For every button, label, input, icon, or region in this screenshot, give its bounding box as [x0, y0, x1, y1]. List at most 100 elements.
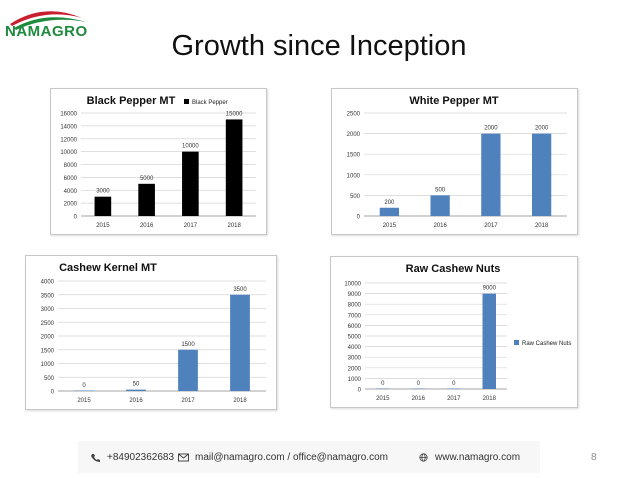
phone-icon: [91, 453, 100, 462]
bar: [481, 133, 501, 216]
data-label: 200: [384, 200, 395, 206]
data-label: 1500: [181, 342, 195, 348]
legend-label: Black Pepper: [192, 100, 228, 106]
email-contact[interactable]: mail@namagro.com / office@namagro.com: [178, 452, 388, 463]
bar: [138, 183, 155, 216]
x-tick-label: 2016: [433, 223, 447, 229]
email-icon: [178, 453, 189, 462]
contact-footer: +84902362683 mail@namagro.com / office@n…: [78, 441, 540, 473]
y-tick-label: 0: [357, 215, 361, 221]
y-tick-label: 9000: [348, 292, 362, 298]
y-tick-label: 1000: [347, 173, 361, 179]
y-tick-label: 14000: [60, 124, 77, 130]
bar: [74, 390, 94, 391]
y-tick-label: 4000: [348, 345, 362, 351]
data-label: 9000: [483, 286, 497, 292]
legend-label: Raw Cashew Nuts: [522, 341, 571, 347]
x-tick-label: 2016: [140, 223, 154, 229]
data-label: 3000: [96, 189, 110, 195]
y-tick-label: 2000: [64, 202, 78, 208]
y-tick-label: 16000: [60, 112, 77, 118]
chart-title: Raw Cashew Nuts: [406, 263, 501, 275]
data-label: 0: [381, 381, 385, 387]
y-tick-label: 1500: [41, 348, 55, 354]
chart-svg: Raw Cashew Nuts 0 1000 2000 3000 4000 5000 6000…: [344, 263, 571, 402]
phone-number: +84902362683: [107, 452, 175, 463]
y-tick-label: 10000: [60, 150, 77, 156]
y-tick-label: 6000: [64, 176, 78, 182]
y-tick-label: 4000: [64, 189, 78, 195]
y-tick-label: 12000: [60, 137, 77, 143]
y-tick-label: 2000: [348, 366, 362, 372]
chart-svg: Cashew Kernel MT 0 500 1000 1500 2000 2500 3000…: [41, 262, 266, 404]
x-tick-label: 2015: [376, 396, 390, 402]
raw-cashew-nuts-chart: Raw Cashew Nuts 0 1000 2000 3000 4000 5000 6000…: [330, 256, 578, 408]
chart-title: Cashew Kernel MT: [59, 262, 157, 274]
bar: [376, 388, 390, 389]
data-label: 2000: [484, 126, 498, 132]
data-label: 0: [82, 383, 86, 389]
y-tick-label: 2500: [41, 321, 55, 327]
chart-title: Black Pepper MT: [87, 95, 176, 107]
x-tick-label: 2015: [96, 223, 110, 229]
chart-svg: White Pepper MT 0 500 1000 1500 2000 2500 200 20…: [347, 95, 567, 229]
y-tick-label: 0: [358, 388, 362, 394]
bar: [178, 349, 198, 391]
bar: [379, 207, 400, 216]
x-tick-label: 2016: [412, 396, 426, 402]
website-contact[interactable]: www.namagro.com: [418, 452, 520, 463]
data-label: 0: [417, 381, 421, 387]
bar: [447, 388, 461, 389]
black-pepper-chart: Black Pepper MT 0 2000 4000 6000 8000 10000 120…: [50, 88, 267, 235]
y-tick-label: 7000: [348, 313, 362, 319]
legend-swatch: [184, 99, 189, 104]
data-label: 500: [435, 187, 446, 193]
x-tick-label: 2015: [383, 223, 397, 229]
bar: [94, 196, 112, 216]
y-tick-label: 500: [44, 376, 55, 382]
data-label: 0: [452, 381, 456, 387]
y-tick-label: 0: [74, 215, 78, 221]
y-tick-label: 0: [51, 390, 55, 396]
phone-contact[interactable]: +84902362683: [90, 452, 174, 463]
y-tick-label: 8000: [348, 303, 362, 309]
legend-swatch: [514, 340, 519, 345]
y-tick-label: 10000: [344, 282, 361, 288]
y-tick-label: 2500: [347, 112, 361, 118]
x-tick-label: 2018: [227, 223, 241, 229]
bar: [126, 389, 146, 391]
y-tick-label: 500: [350, 194, 361, 200]
logo-text: NAMAGRO: [5, 23, 88, 40]
y-tick-label: 2000: [41, 335, 55, 341]
logo-swoosh-icon: [10, 11, 86, 30]
cashew-kernel-chart: Cashew Kernel MT 0 500 1000 1500 2000 2500 3000…: [25, 255, 277, 410]
y-tick-label: 1500: [347, 153, 361, 159]
y-tick-label: 1000: [348, 377, 362, 383]
bar: [430, 195, 450, 216]
website-url: www.namagro.com: [435, 452, 521, 463]
slide-title: Growth since Inception: [171, 30, 467, 62]
y-tick-label: 8000: [64, 163, 78, 169]
x-tick-label: 2017: [484, 223, 498, 229]
chart-svg: Black Pepper MT 0 2000 4000 6000 8000 10000 120…: [60, 95, 256, 229]
y-tick-label: 4000: [41, 280, 55, 286]
white-pepper-chart: White Pepper MT 0 500 1000 1500 2000 2500 200 20…: [331, 88, 578, 235]
x-tick-label: 2017: [447, 396, 461, 402]
email-address: mail@namagro.com / office@namagro.com: [195, 452, 388, 463]
y-tick-label: 6000: [348, 324, 362, 330]
x-tick-label: 2017: [184, 223, 198, 229]
bar: [230, 294, 250, 391]
x-tick-label: 2016: [129, 398, 143, 404]
data-label: 5000: [140, 176, 154, 182]
y-tick-label: 5000: [348, 335, 362, 341]
y-tick-label: 3000: [348, 356, 362, 362]
y-tick-label: 1000: [41, 362, 55, 368]
data-label: 15000: [226, 111, 243, 117]
data-label: 10000: [182, 144, 199, 150]
page-number: 8: [591, 452, 597, 463]
bar: [482, 293, 496, 389]
bar: [411, 388, 425, 389]
bar: [531, 133, 552, 216]
globe-icon: [419, 453, 428, 462]
y-tick-label: 3000: [41, 307, 55, 313]
